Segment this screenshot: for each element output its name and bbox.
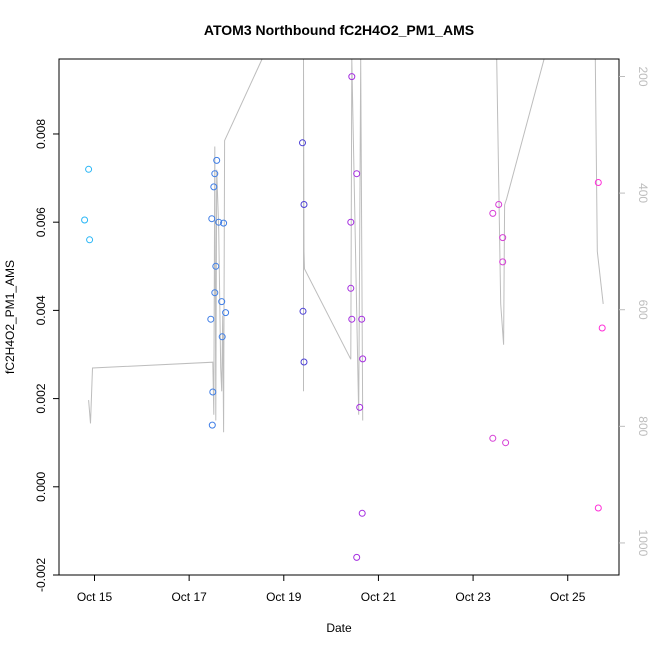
data-point-4-5 (502, 439, 510, 447)
data-point-3-0 (347, 284, 355, 292)
right-tick-label: 200 (636, 66, 650, 86)
chart-title: ATOM3 Northbound fC2H4O2_PM1_AMS (204, 22, 474, 38)
points-layer (81, 73, 606, 561)
data-point-0-1 (85, 165, 93, 173)
y-tick-label: -0.002 (34, 558, 48, 592)
y-tick-label: 0.006 (34, 207, 48, 237)
x-tick-label: Oct 15 (77, 590, 113, 604)
data-point-5-1 (594, 504, 602, 512)
data-point-5-2 (598, 324, 606, 332)
data-point-2-2 (300, 201, 308, 208)
x-tick-label: Oct 23 (455, 590, 491, 604)
data-point-1-6 (211, 289, 219, 297)
data-point-3-5 (353, 553, 361, 561)
y-tick-label: 0.004 (34, 295, 48, 325)
data-point-3-6 (356, 403, 364, 411)
data-point-2-1 (299, 307, 307, 315)
y-tick-label: 0.008 (34, 119, 48, 149)
data-point-1-11 (218, 333, 226, 341)
data-point-3-2 (348, 315, 356, 323)
x-tick-label: Oct 19 (266, 590, 302, 604)
x-axis-label: Date (326, 621, 352, 635)
data-point-1-7 (212, 262, 220, 270)
x-tick-label: Oct 21 (361, 590, 397, 604)
data-point-3-9 (359, 355, 367, 363)
x-tick-label: Oct 17 (171, 590, 207, 604)
data-point-1-13 (222, 309, 230, 317)
data-point-1-1 (208, 215, 216, 223)
x-axis: Oct 15 Oct 17 Oct 19 Oct 21 Oct 23 Oct 25 (77, 574, 586, 604)
data-point-1-2 (208, 421, 216, 429)
right-tick-label: 400 (636, 183, 650, 203)
data-point-3-7 (358, 315, 366, 323)
data-point-3-1 (347, 218, 355, 226)
data-point-1-8 (213, 156, 221, 164)
altitude-trace-2 (496, 58, 545, 345)
data-point-2-3 (300, 358, 308, 366)
data-point-0-0 (81, 216, 89, 224)
data-point-1-4 (210, 183, 218, 191)
data-point-1-10 (218, 298, 226, 306)
data-point-4-2 (495, 201, 503, 208)
data-point-1-0 (207, 315, 215, 323)
data-point-1-9 (215, 218, 223, 226)
data-point-4-0 (489, 209, 497, 217)
data-point-1-12 (220, 219, 228, 227)
right-tick-label: 600 (636, 300, 650, 320)
right-axis: 200 400 600 800 1000 (619, 66, 650, 557)
y-axis: -0.002 0.000 0.002 0.004 0.006 0.008 (34, 119, 59, 592)
data-point-3-4 (353, 170, 361, 178)
data-point-2-0 (299, 139, 306, 147)
data-point-4-3 (499, 234, 507, 242)
altitude-trace-3 (594, 58, 604, 304)
data-point-0-2 (86, 236, 94, 244)
data-point-4-4 (499, 258, 507, 266)
y-tick-label: 0.002 (34, 383, 48, 413)
data-point-3-8 (358, 509, 366, 517)
altitude-trace-1 (303, 58, 364, 421)
data-point-1-3 (209, 388, 217, 396)
data-point-3-3 (348, 73, 356, 81)
altitude-trace-0 (88, 58, 263, 433)
y-tick-label: 0.000 (34, 471, 48, 501)
data-point-5-0 (594, 179, 602, 186)
y-axis-label: fC2H4O2_PM1_AMS (3, 260, 17, 374)
data-point-1-5 (211, 170, 219, 178)
right-tick-label: 1000 (636, 530, 650, 557)
right-tick-label: 800 (636, 416, 650, 436)
data-point-4-1 (489, 434, 497, 442)
altitude-trace-layer (88, 58, 604, 433)
plot-frame (58, 58, 620, 576)
x-tick-label: Oct 25 (550, 590, 586, 604)
